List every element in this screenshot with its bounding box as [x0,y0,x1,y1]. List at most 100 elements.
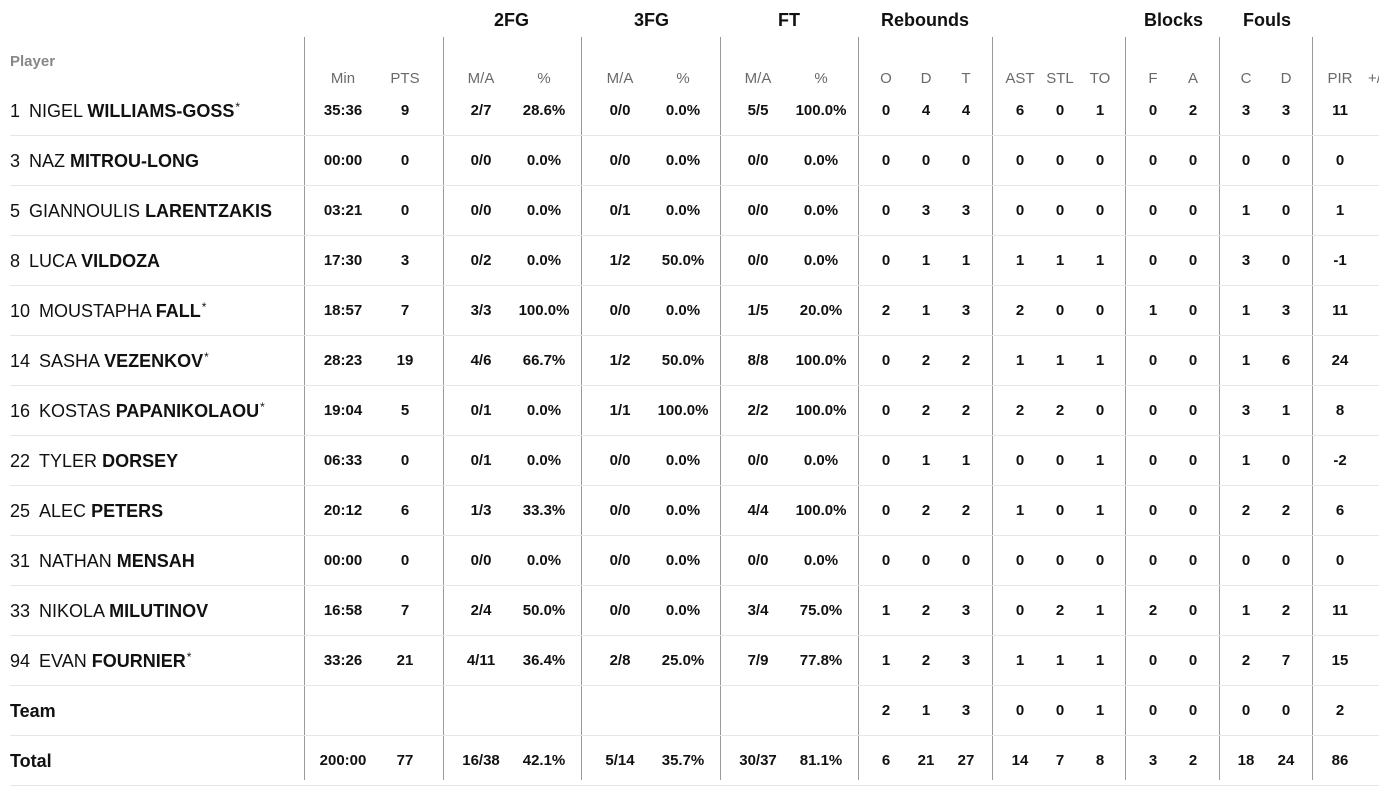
column-header-pts[interactable]: PTS [390,70,420,87]
stat-pts: 77 [396,752,414,769]
stat-fd: 0 [1281,152,1291,169]
stat-fg3p: 35.7% [661,752,705,769]
player-column-header[interactable]: Player [10,53,56,70]
column-header-o[interactable]: O [880,70,892,87]
row-separator [10,335,1379,336]
stat-fd: 6 [1281,352,1291,369]
stat-bf: 0 [1148,252,1158,269]
column-header-bf[interactable]: F [1148,70,1158,87]
column-header-plus-minus[interactable]: +/ [1368,70,1379,87]
stat-o: 0 [881,352,891,369]
player-name[interactable]: 25 ALEC PETERS [10,486,163,536]
starter-marker: * [201,300,207,314]
column-header-fg3-ma[interactable]: M/A [606,70,634,87]
player-name[interactable]: 1 NIGEL WILLIAMS-GOSS* [10,86,240,136]
stat-fg2p: 0.0% [526,402,562,419]
column-header-ft-ma[interactable]: M/A [744,70,772,87]
player-last-name: PAPANIKOLAOU [115,401,260,421]
stat-t: 1 [961,452,971,469]
jersey-number: 5 [10,201,21,221]
starter-marker: * [235,100,241,114]
stat-fd: 0 [1281,702,1291,719]
column-header-fd[interactable]: D [1280,70,1292,87]
stat-pts: 19 [396,352,414,369]
column-header-ba[interactable]: A [1187,70,1199,87]
stat-ftp: 0.0% [803,452,839,469]
stat-fc: 1 [1241,202,1251,219]
stat-t: 4 [961,102,971,119]
player-first-name: SASHA [39,351,100,371]
stat-fg3: 2/8 [609,652,631,669]
stat-ftp: 0.0% [803,552,839,569]
group-header-fouls: Fouls [1243,10,1291,30]
column-header-to[interactable]: TO [1089,70,1111,87]
column-header-fg2-pct[interactable]: % [537,70,551,87]
player-name[interactable]: 5 GIANNOULIS LARENTZAKIS [10,186,272,236]
player-row: 5 GIANNOULIS LARENTZAKIS 03:21 0 0/0 0.0% 0/1 0… [0,186,1379,236]
player-last-name: MENSAH [116,551,195,571]
player-name[interactable]: 16 KOSTAS PAPANIKOLAOU* [10,386,265,436]
stat-d: 0 [921,152,931,169]
stat-stl: 2 [1055,402,1065,419]
column-header-t[interactable]: T [961,70,971,87]
player-name[interactable]: 94 EVAN FOURNIER* [10,636,191,686]
column-header-fg2-ma[interactable]: M/A [467,70,495,87]
stat-fg2: 2/7 [470,102,492,119]
player-name[interactable]: 14 SASHA VEZENKOV* [10,336,209,386]
player-name[interactable]: 10 MOUSTAPHA FALL* [10,286,206,336]
player-first-name: NIKOLA [39,601,105,621]
player-name[interactable]: 3 NAZ MITROU-LONG [10,136,199,186]
group-header-2fg: 2FG [494,10,530,30]
starter-marker: * [186,650,192,664]
player-first-name: EVAN [39,651,87,671]
column-header-ast[interactable]: AST [1005,70,1035,87]
player-name[interactable]: 8 LUCA VILDOZA [10,236,160,286]
column-header-d[interactable]: D [920,70,932,87]
stat-ft: 0/0 [747,452,769,469]
stat-d: 0 [921,552,931,569]
stat-pir: 2 [1335,702,1345,719]
column-header-ft-pct[interactable]: % [814,70,828,87]
stat-fg3p: 0.0% [665,552,701,569]
stat-ast: 1 [1015,252,1025,269]
stat-min: 19:04 [323,402,363,419]
row-separator [10,685,1379,686]
stat-ba: 0 [1188,152,1198,169]
row-separator [10,735,1379,736]
stat-o: 2 [881,302,891,319]
row-separator [10,635,1379,636]
stat-ast: 0 [1015,152,1025,169]
stat-fg2: 0/0 [470,202,492,219]
stat-stl: 0 [1055,102,1065,119]
column-header-pir[interactable]: PIR [1327,70,1353,87]
player-name[interactable]: 31 NATHAN MENSAH [10,536,195,586]
stat-ba: 0 [1188,402,1198,419]
stat-to: 1 [1095,452,1105,469]
stat-ast: 6 [1015,102,1025,119]
stat-pir: 1 [1335,202,1345,219]
stat-pir: 11 [1332,302,1348,319]
stat-ftp: 0.0% [803,152,839,169]
stat-fd: 0 [1281,552,1291,569]
stat-fd: 3 [1281,302,1291,319]
player-name[interactable]: 33 NIKOLA MILUTINOV [10,586,208,636]
column-header-min[interactable]: Min [330,70,356,87]
column-header-fc[interactable]: C [1240,70,1252,87]
stat-fc: 18 [1237,752,1255,769]
stat-fg3: 1/2 [609,252,631,269]
player-first-name: NIGEL [29,101,83,121]
stat-fg3: 0/1 [609,202,631,219]
stat-t: 0 [961,552,971,569]
column-header-stl[interactable]: STL [1046,70,1074,87]
column-divider [992,37,993,780]
stat-pir: 86 [1331,752,1349,769]
player-last-name: VILDOZA [81,251,161,271]
row-label-text: Team [10,701,56,721]
stat-bf: 0 [1148,552,1158,569]
stat-ftp: 81.1% [799,752,843,769]
stat-min: 03:21 [323,202,363,219]
column-header-fg3-pct[interactable]: % [676,70,690,87]
player-last-name: FOURNIER [91,651,186,671]
stat-t: 2 [961,402,971,419]
player-name[interactable]: 22 TYLER DORSEY [10,436,178,486]
